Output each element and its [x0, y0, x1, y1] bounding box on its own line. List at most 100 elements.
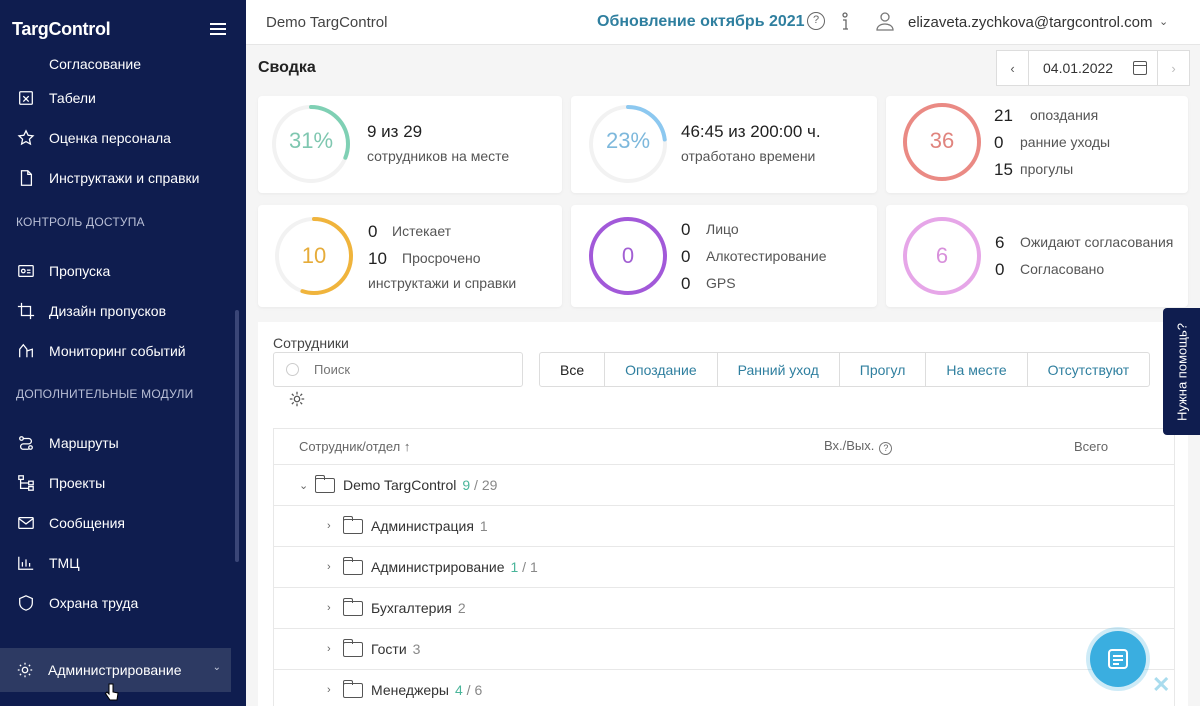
star-icon — [16, 128, 36, 148]
overdue-label: Просрочено — [402, 250, 481, 266]
chat-button[interactable] — [1090, 631, 1146, 687]
filter-on-site[interactable]: На месте — [925, 353, 1026, 386]
user-icon[interactable] — [875, 11, 895, 31]
table-row[interactable]: › Администрирование 1 / 1 — [274, 547, 1174, 588]
row-count: 2 — [457, 600, 466, 616]
menu-icon[interactable] — [210, 23, 226, 35]
table-row[interactable]: › Администрация 1 — [274, 506, 1174, 547]
expiring-count: 0 — [368, 222, 378, 241]
card-worked-time: 23% 46:45 из 200:00 ч. отработано времен… — [571, 96, 877, 193]
info-icon[interactable] — [840, 12, 850, 31]
briefings-caption: инструктажи и справки — [368, 275, 517, 291]
mail-icon — [16, 513, 36, 533]
checks-ring — [589, 217, 667, 295]
alcohol-label: Алкотестирование — [706, 248, 827, 264]
filter-late[interactable]: Опоздание — [604, 353, 717, 386]
settings-gear-icon[interactable] — [288, 390, 306, 408]
chevron-right-icon[interactable]: › — [327, 684, 331, 696]
monitoring-icon — [16, 341, 36, 361]
worked-time-value: 46:45 из 200:00 ч. — [681, 122, 821, 141]
filter-absent[interactable]: Отсутствуют — [1026, 353, 1150, 386]
help-icon[interactable]: ? — [879, 442, 893, 455]
filter-all[interactable]: Все — [560, 361, 585, 378]
row-count: 9 / 29 — [462, 477, 498, 493]
next-date-button[interactable]: › — [1157, 51, 1189, 85]
folder-icon — [342, 556, 363, 575]
sidebar-item-label: Проекты — [49, 475, 106, 491]
shield-icon — [16, 593, 36, 613]
folder-icon — [342, 679, 363, 698]
chevron-right-icon[interactable]: › — [327, 561, 331, 573]
summary-title: Сводка — [258, 59, 316, 76]
overdue-count: 10 — [368, 249, 387, 268]
sidebar-scrollbar[interactable] — [235, 310, 239, 562]
employees-table: Сотрудник/отдел ↑ Вх./Вых.? Всего ⌄ Demo… — [273, 428, 1175, 706]
table-row[interactable]: › Бухгалтерия 2 — [274, 588, 1174, 629]
search-input[interactable] — [273, 352, 523, 387]
sidebar-item-administration[interactable]: Администрирование ⌄ — [0, 648, 231, 692]
filter-early-leave[interactable]: Ранний уход — [716, 353, 839, 386]
col-employee[interactable]: Сотрудник/отдел ↑ — [299, 439, 411, 454]
sidebar-item-routes[interactable]: Маршруты — [0, 423, 246, 463]
card-violations: 36 21 опоздания 0 ранние уходы 15 прогул… — [886, 96, 1188, 193]
date-field[interactable]: 04.01.2022 — [1029, 51, 1157, 85]
chevron-right-icon[interactable]: › — [327, 643, 331, 655]
help-tab[interactable]: Нужна помощь? — [1163, 308, 1200, 435]
folder-icon — [314, 474, 335, 493]
sidebar-item-monitoring[interactable]: Мониторинг событий — [0, 331, 246, 371]
sidebar-item-briefings[interactable]: Инструктажи и справки — [0, 158, 246, 198]
row-name: Администрация — [371, 518, 474, 534]
sidebar-item-label: Дизайн пропусков — [49, 303, 167, 319]
face-label: Лицо — [706, 221, 739, 237]
filter-absence[interactable]: Прогул — [838, 353, 926, 386]
prev-date-button[interactable]: ‹ — [997, 51, 1029, 85]
table-row[interactable]: › Менеджеры 4 / 6 — [274, 670, 1174, 706]
worked-time-caption: отработано времени — [681, 148, 816, 164]
calendar-icon[interactable] — [1133, 61, 1147, 75]
table-row[interactable]: ⌄ Demo TargControl 9 / 29 — [274, 465, 1174, 506]
chevron-right-icon[interactable]: › — [327, 602, 331, 614]
card-approvals: 6 6 Ожидают согласования 0 Согласовано — [886, 205, 1188, 307]
folder-icon — [342, 638, 363, 657]
sidebar-item-timesheets[interactable]: Табели — [0, 78, 246, 118]
gear-icon — [16, 661, 36, 679]
sidebar-item-messages[interactable]: Сообщения — [0, 503, 246, 543]
cursor-hand-icon — [104, 683, 119, 701]
close-icon[interactable]: ✕ — [1152, 672, 1171, 697]
late-label: опоздания — [1030, 107, 1099, 123]
document-icon — [16, 168, 36, 188]
sidebar-item-safety[interactable]: Охрана труда — [0, 583, 246, 623]
violations-total: 36 — [929, 128, 955, 153]
sidebar-item-label: Инструктажи и справки — [49, 170, 200, 186]
sidebar-item-approval[interactable]: Согласование — [0, 54, 246, 72]
sidebar-item-projects[interactable]: Проекты — [0, 463, 246, 503]
sidebar-item-inventory[interactable]: ТМЦ — [0, 543, 246, 583]
sidebar-item-label: Охрана труда — [49, 595, 139, 611]
absence-label: прогулы — [1020, 161, 1074, 177]
sidebar-item-pass-design[interactable]: Дизайн пропусков — [0, 291, 246, 331]
timesheet-icon — [16, 88, 36, 108]
worked-time-arc — [589, 105, 667, 183]
folder-icon — [342, 515, 363, 534]
user-email[interactable]: elizaveta.zychkova@targcontrol.com — [908, 14, 1153, 31]
row-count: 1 / 1 — [510, 559, 538, 575]
sidebar-item-label: Согласование — [49, 56, 141, 72]
approval-icon — [16, 54, 36, 72]
briefings-ring — [275, 217, 353, 295]
approvals-ring — [903, 217, 981, 295]
sort-arrow-icon: ↑ — [403, 439, 411, 454]
card-briefings: 10 0 Истекает 10 Просрочено инструктажи … — [258, 205, 562, 307]
update-link[interactable]: Обновление октябрь 2021 — [597, 13, 805, 30]
row-count: 4 / 6 — [454, 682, 483, 698]
date-picker[interactable]: ‹ 04.01.2022 › — [996, 50, 1190, 86]
employees-title: Сотрудники — [273, 335, 349, 351]
help-icon[interactable]: ? — [807, 12, 825, 30]
chevron-down-icon[interactable]: ⌄ — [299, 479, 309, 492]
chevron-right-icon[interactable]: › — [327, 520, 331, 532]
chevron-down-icon[interactable]: ⌄ — [1159, 16, 1169, 28]
sidebar-item-evaluation[interactable]: Оценка персонала — [0, 118, 246, 158]
sidebar-item-passes[interactable]: Пропуска — [0, 251, 246, 291]
on-site-ring — [272, 105, 350, 183]
table-row[interactable]: › Гости 3 — [274, 629, 1174, 670]
violations-ring — [903, 103, 981, 181]
